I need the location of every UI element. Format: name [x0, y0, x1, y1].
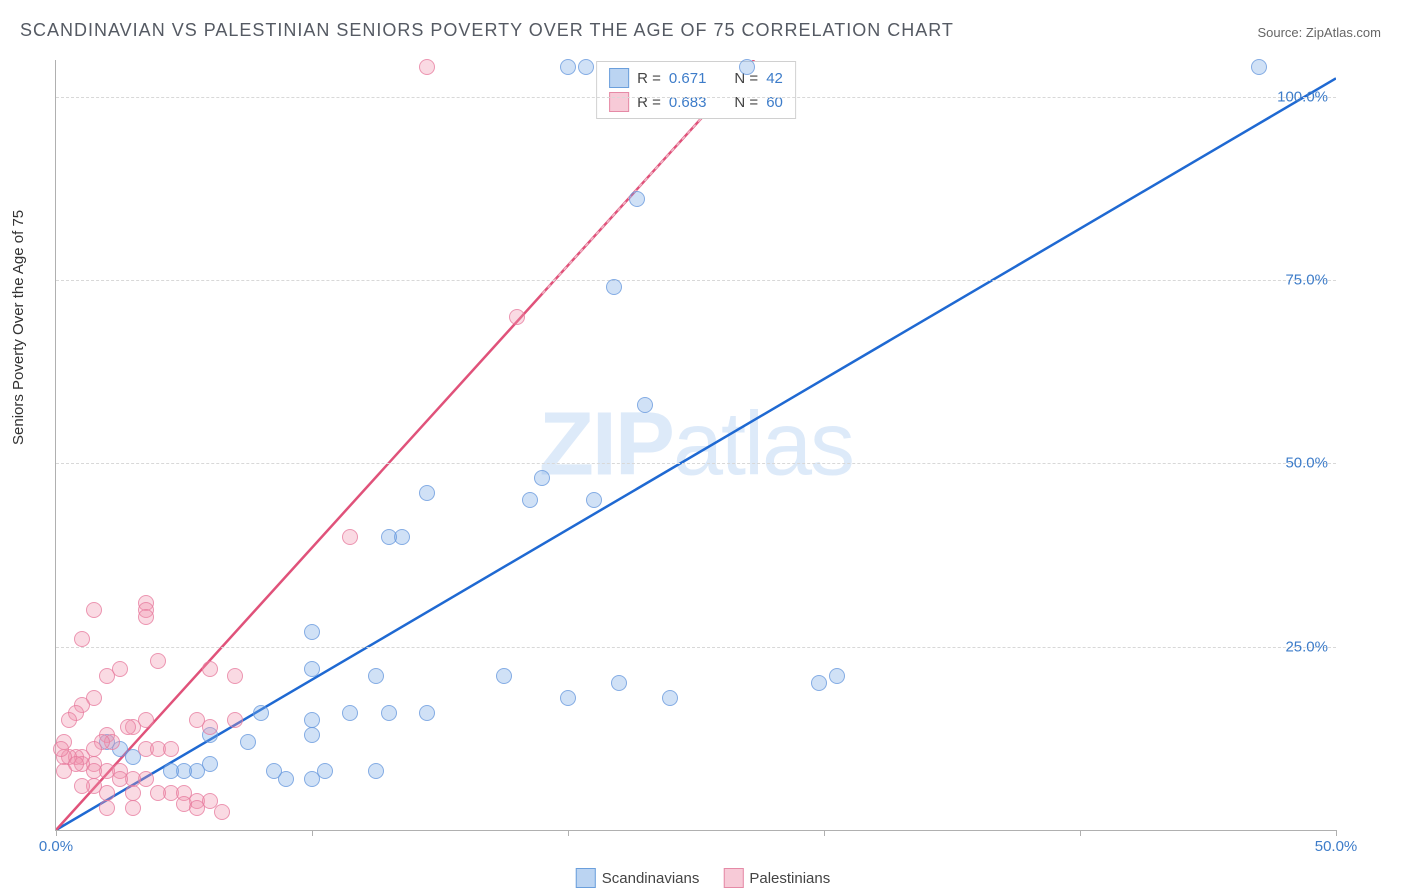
legend-swatch	[609, 68, 629, 88]
data-point	[74, 631, 90, 647]
data-point	[99, 800, 115, 816]
data-point	[419, 705, 435, 721]
chart-plot-area: ZIPatlas R =0.671N =42R =0.683N =60 25.0…	[55, 60, 1336, 831]
data-point	[150, 653, 166, 669]
legend-row: R =0.671N =42	[597, 66, 795, 90]
data-point	[61, 712, 77, 728]
legend-label: Scandinavians	[602, 870, 700, 887]
data-point	[53, 741, 69, 757]
data-point	[125, 800, 141, 816]
data-point	[560, 690, 576, 706]
data-point	[662, 690, 678, 706]
data-point	[138, 609, 154, 625]
legend-row: R =0.683N =60	[597, 90, 795, 114]
x-tick-mark	[312, 830, 313, 836]
y-tick-label: 50.0%	[1285, 455, 1328, 472]
data-point	[586, 492, 602, 508]
data-point	[509, 309, 525, 325]
source-label: Source:	[1257, 25, 1305, 40]
data-point	[419, 485, 435, 501]
y-tick-label: 25.0%	[1285, 638, 1328, 655]
data-point	[606, 279, 622, 295]
data-point	[240, 734, 256, 750]
x-tick-mark	[568, 830, 569, 836]
x-tick-mark	[56, 830, 57, 836]
data-point	[214, 804, 230, 820]
data-point	[99, 668, 115, 684]
data-point	[266, 763, 282, 779]
x-tick-label: 50.0%	[1315, 838, 1358, 855]
gridline-h	[56, 463, 1336, 464]
data-point	[304, 727, 320, 743]
source-credit: Source: ZipAtlas.com	[1257, 25, 1381, 40]
data-point	[342, 705, 358, 721]
data-point	[578, 59, 594, 75]
data-point	[534, 470, 550, 486]
gridline-h	[56, 280, 1336, 281]
data-point	[496, 668, 512, 684]
data-point	[74, 778, 90, 794]
data-point	[1251, 59, 1267, 75]
data-point	[86, 763, 102, 779]
data-point	[189, 800, 205, 816]
chart-title: SCANDINAVIAN VS PALESTINIAN SENIORS POVE…	[20, 20, 954, 41]
data-point	[304, 661, 320, 677]
y-axis-label: Seniors Poverty Over the Age of 75	[10, 210, 27, 445]
x-tick-label: 0.0%	[39, 838, 73, 855]
data-point	[304, 771, 320, 787]
x-tick-mark	[1336, 830, 1337, 836]
data-point	[304, 624, 320, 640]
data-point	[368, 668, 384, 684]
data-point	[611, 675, 627, 691]
data-point	[629, 191, 645, 207]
data-point	[739, 59, 755, 75]
legend-swatch	[609, 92, 629, 112]
data-point	[112, 771, 128, 787]
data-point	[304, 712, 320, 728]
legend-n-value: 42	[766, 70, 783, 87]
data-point	[227, 712, 243, 728]
legend-label: Palestinians	[749, 870, 830, 887]
data-point	[227, 668, 243, 684]
correlation-legend: R =0.671N =42R =0.683N =60	[596, 61, 796, 119]
y-tick-label: 100.0%	[1277, 88, 1328, 105]
legend-item: Scandinavians	[576, 868, 700, 888]
data-point	[163, 763, 179, 779]
y-tick-label: 75.0%	[1285, 272, 1328, 289]
data-point	[419, 59, 435, 75]
data-point	[86, 602, 102, 618]
data-point	[342, 529, 358, 545]
data-point	[560, 59, 576, 75]
legend-item: Palestinians	[723, 868, 830, 888]
gridline-h	[56, 97, 1336, 98]
data-point	[120, 719, 136, 735]
data-point	[381, 529, 397, 545]
data-point	[163, 741, 179, 757]
data-point	[811, 675, 827, 691]
data-point	[522, 492, 538, 508]
data-point	[202, 661, 218, 677]
data-point	[381, 705, 397, 721]
data-point	[202, 719, 218, 735]
data-point	[150, 785, 166, 801]
legend-swatch	[723, 868, 743, 888]
data-point	[368, 763, 384, 779]
watermark: ZIPatlas	[539, 394, 853, 497]
x-tick-mark	[1080, 830, 1081, 836]
legend-r-label: R =	[637, 70, 661, 87]
legend-swatch	[576, 868, 596, 888]
data-point	[125, 785, 141, 801]
data-point	[829, 668, 845, 684]
data-point	[56, 763, 72, 779]
series-legend: Scandinavians Palestinians	[576, 868, 830, 888]
data-point	[637, 397, 653, 413]
source-value: ZipAtlas.com	[1306, 25, 1381, 40]
data-point	[253, 705, 269, 721]
gridline-h	[56, 647, 1336, 648]
legend-r-value: 0.671	[669, 70, 707, 87]
x-tick-mark	[824, 830, 825, 836]
trend-lines	[56, 60, 1336, 830]
